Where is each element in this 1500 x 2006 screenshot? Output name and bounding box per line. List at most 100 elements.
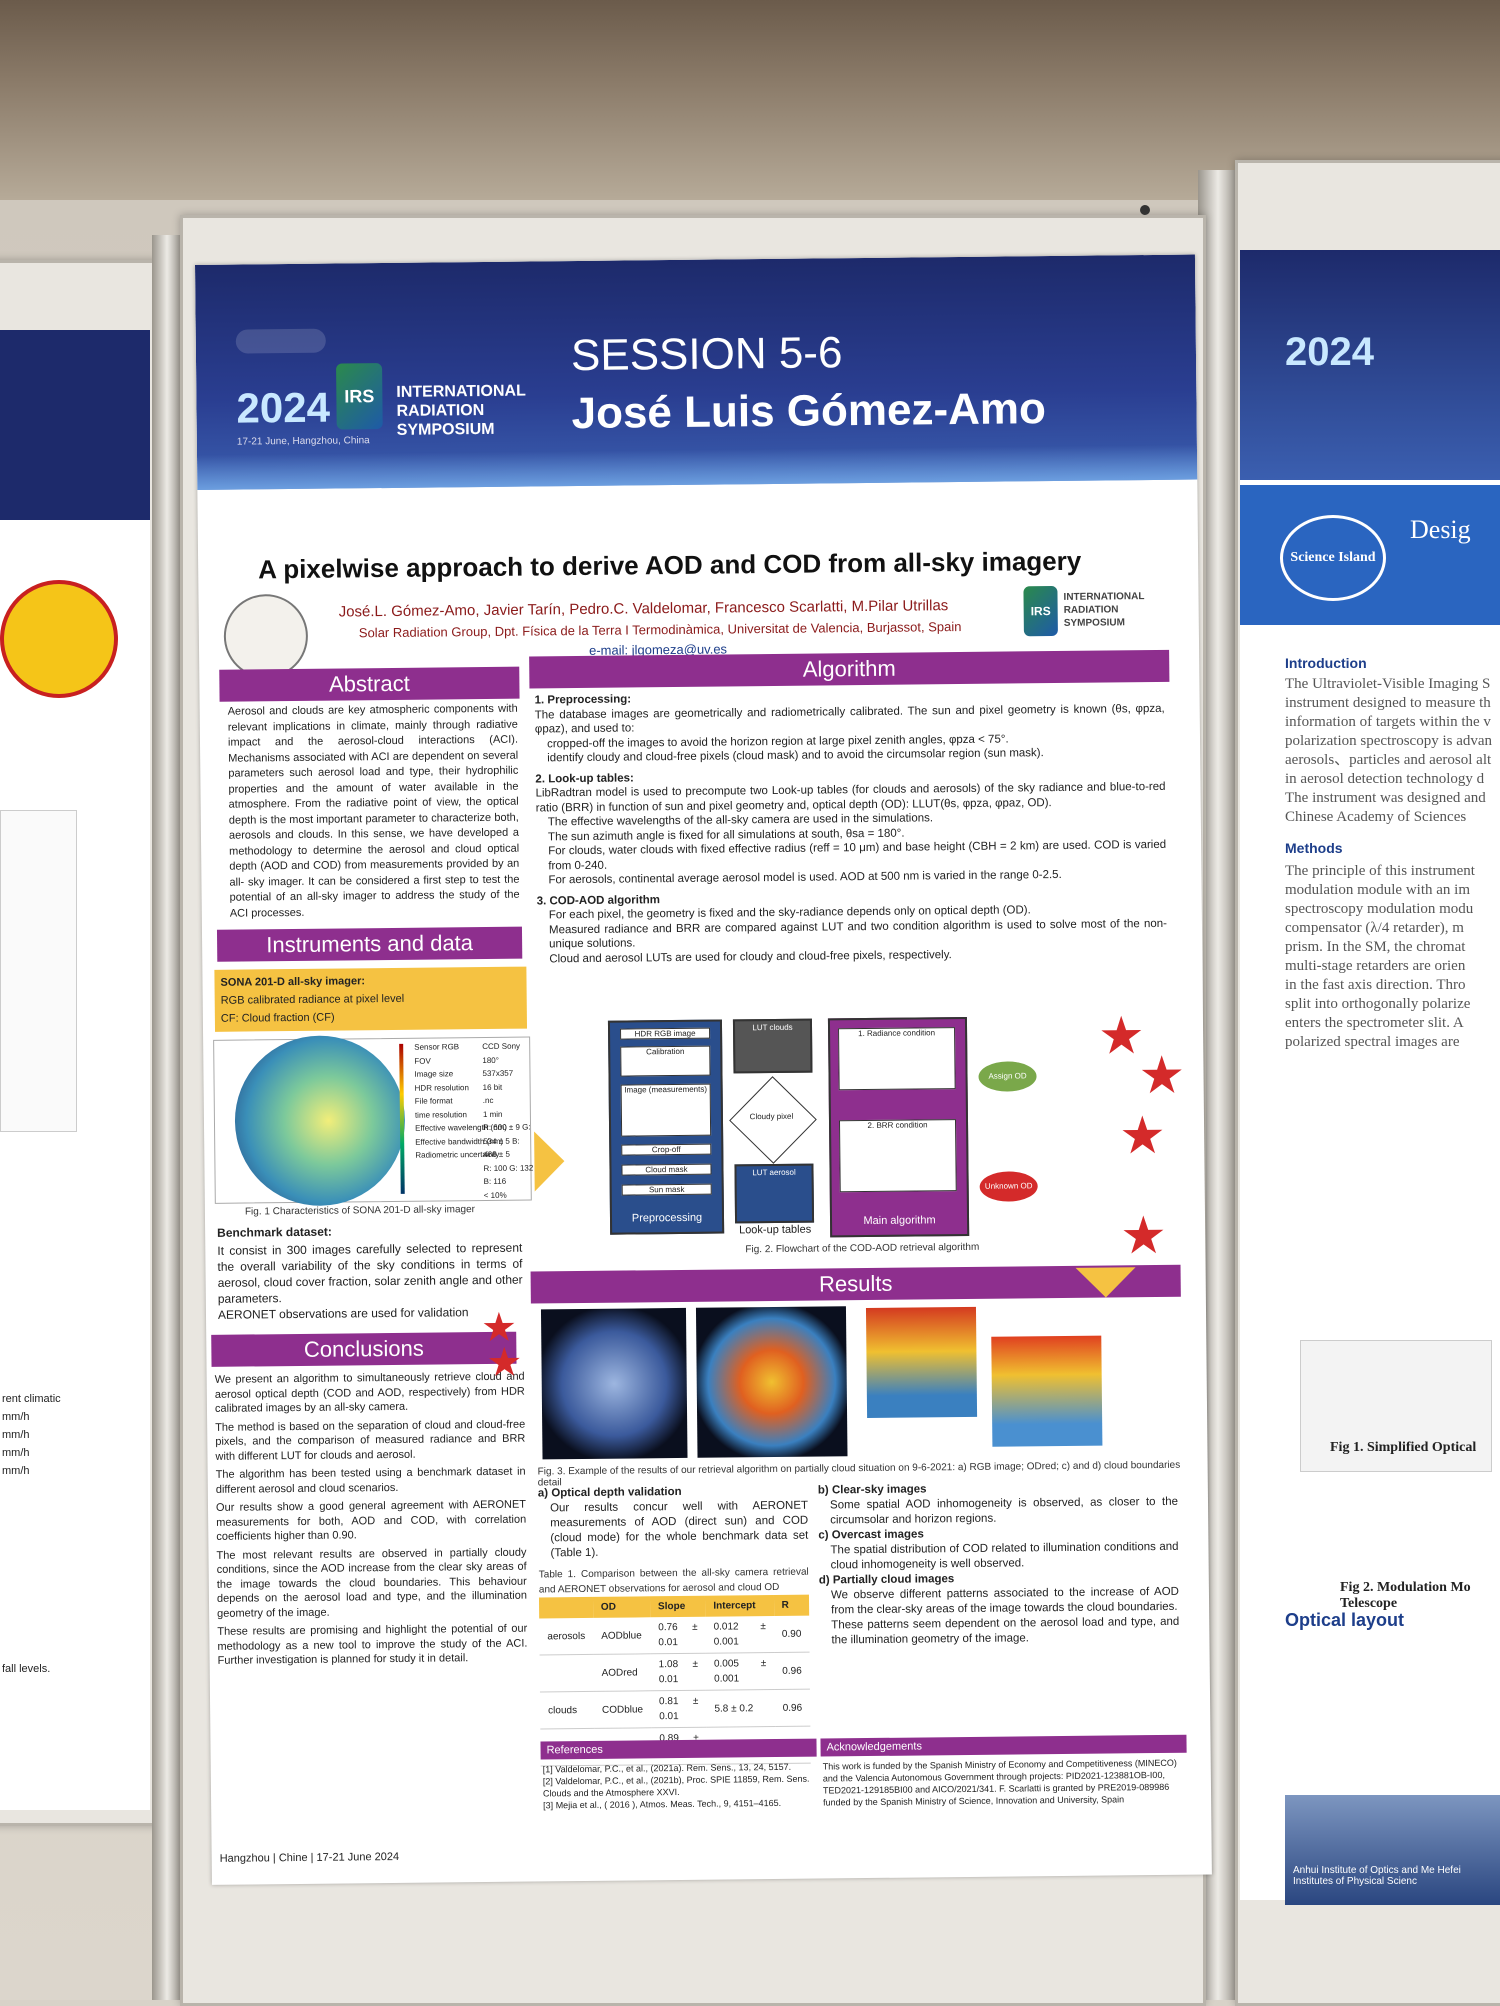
- flow-node: Sun mask: [621, 1183, 712, 1196]
- right-intro-heading: Introduction: [1285, 655, 1367, 671]
- right-footer-photo: Anhui Institute of Optics and Me Hefei I…: [1285, 1795, 1500, 1905]
- right-header: Science Island Desig: [1240, 485, 1500, 625]
- science-island-logo: Science Island: [1280, 515, 1386, 601]
- benchmark-title: Benchmark dataset:: [217, 1224, 332, 1240]
- results-a-text: Our results concur well with AERONET mea…: [549, 1499, 809, 1560]
- flow-node: Image (measurements): [620, 1083, 712, 1137]
- flow-node: LUT aerosol: [752, 1167, 796, 1178]
- results-b-text: Some spatial AOD inhomogeneity is observ…: [829, 1495, 1179, 1527]
- spec-value: .nc: [482, 1095, 494, 1106]
- spec-value: 180°: [482, 1055, 499, 1065]
- left-label: rent climatic: [2, 1393, 61, 1405]
- flow-lut-clouds: LUT clouds: [732, 1018, 813, 1074]
- conclusions-heading: Conclusions: [211, 1331, 517, 1367]
- spec-value: CCD Sony: [482, 1041, 521, 1052]
- acknowledgements-heading: Acknowledgements: [820, 1734, 1187, 1757]
- results-d-bullet: These patterns seem dependent on the aer…: [831, 1615, 1180, 1647]
- right-banner-year: 2024: [1285, 330, 1374, 374]
- board-pole: [152, 235, 182, 2000]
- conclusions-text: We present an algorithm to simultaneousl…: [215, 1370, 528, 1673]
- instrument-figure: Sensor RGB FOV Image size HDR resolution Fil…: [213, 1034, 533, 1207]
- flow-node: 1. Radiance condition: [838, 1027, 956, 1091]
- banner-year: 2024: [236, 383, 331, 432]
- right-title: Desig: [1410, 515, 1471, 544]
- right-intro-line: in aerosol detection technology d: [1285, 771, 1485, 787]
- left-label: mm/h: [2, 1465, 30, 1477]
- conclusion-paragraph: The method is based on the separation of…: [215, 1418, 526, 1463]
- right-methods-heading: Methods: [1285, 840, 1343, 856]
- flow-node: Cloudy pixel: [749, 1111, 794, 1122]
- right-methods-text: The principle of this instrument modulati…: [1285, 862, 1475, 1052]
- reference-item: [2] Valdelomar, P.C., et al., (2021b), P…: [542, 1773, 810, 1799]
- university-seal: [0, 580, 118, 698]
- right-optical-heading: Optical layout: [1285, 1610, 1405, 1630]
- left-label: mm/h: [2, 1411, 30, 1423]
- conclusion-paragraph: Our results show a good general agreemen…: [215, 1498, 527, 1543]
- benchmark-aeronet: AERONET observations are used for valida…: [217, 1305, 469, 1322]
- table-row: AODred 1.08 ± 0.01 0.005 ± 0.001 0.96: [539, 1652, 810, 1692]
- table-cell: 0.96: [774, 1652, 810, 1690]
- sponsor-logos: [235, 328, 326, 354]
- instrument-box: SONA 201-D all-sky imager: RGB calibrate…: [214, 966, 528, 1032]
- left-label: mm/h: [2, 1447, 30, 1459]
- right-fig2-caption: Fig 2. Modulation Mo Telescope: [1340, 1580, 1471, 1611]
- right-methods-line: polarized spectral images are: [1285, 1034, 1460, 1050]
- conclusion-paragraph: We present an algorithm to simultaneousl…: [214, 1370, 525, 1415]
- spec-value: R: 600 ± 9 G: 534 ± 5 B: 468 ± 5: [483, 1122, 531, 1160]
- fig1-caption: Fig. 1 Characteristics of SONA 201-D all…: [244, 1204, 476, 1218]
- star-decoration: ★: [1138, 1046, 1186, 1106]
- banner-dates: 17-21 June, Hangzhou, China: [236, 435, 370, 448]
- table-cell: clouds: [539, 1691, 595, 1729]
- irs-logo: IRS: [336, 363, 383, 430]
- all-sky-image: [234, 1034, 406, 1207]
- right-methods-line: spectroscopy modulation modu: [1285, 901, 1474, 917]
- abstract-heading: Abstract: [219, 666, 520, 702]
- flow-main: 1. Radiance condition 2. BRR condition M…: [827, 1016, 970, 1238]
- right-methods-line: The principle of this instrument: [1285, 863, 1475, 879]
- reference-item: [3] Mejia et al., ( 2016 ), Atmos. Meas.…: [543, 1797, 782, 1811]
- conclusion-paragraph: The algorithm has been tested using a be…: [215, 1465, 526, 1496]
- right-poster: 2024 Science Island Desig Introduction T…: [1240, 250, 1500, 1905]
- right-intro-line: aerosols、particles and aerosol alt: [1285, 752, 1492, 768]
- results-right: b) Clear-sky images Some spatial AOD inh…: [818, 1480, 1180, 1649]
- left-label: mm/h: [2, 1429, 30, 1441]
- right-intro-text: The Ultraviolet-Visible Imaging S instrum…: [1285, 675, 1492, 827]
- table-header-cell: Intercept: [705, 1595, 774, 1617]
- spec-value: 537x357: [482, 1068, 514, 1079]
- spec-value: < 10%: [483, 1190, 507, 1200]
- flow-preprocessing-label: Preprocessing: [631, 1211, 703, 1225]
- table-cell: CODblue: [593, 1690, 652, 1729]
- poster-title: A pixelwise approach to derive AOD and C…: [258, 545, 1082, 585]
- table-cell: 0.76 ± 0.01: [650, 1616, 706, 1654]
- flow-main-label: Main algorithm: [863, 1214, 936, 1228]
- table-header-cell: OD: [592, 1596, 651, 1618]
- screw: [1140, 205, 1150, 215]
- flow-assign-od: Assign OD: [978, 1061, 1037, 1092]
- table-cell: 0.012 ± 0.001: [705, 1616, 775, 1654]
- instrument-box-cf: CF: Cloud fraction (CF): [220, 1011, 335, 1025]
- flow-node: LUT clouds: [752, 1022, 793, 1033]
- abstract-text: Aerosol and clouds are key atmospheric c…: [227, 702, 520, 920]
- table-row: clouds CODblue 0.81 ± 0.01 5.8 ± 0.2 0.96: [539, 1689, 811, 1729]
- star-decoration: ★: [1118, 1106, 1167, 1166]
- right-methods-line: compensator (λ/4 retarder), m: [1285, 920, 1464, 936]
- table-cell: AODred: [593, 1653, 651, 1692]
- table-cell: AODblue: [593, 1617, 651, 1655]
- city-skyline: [196, 444, 1198, 490]
- star-decoration: ★: [486, 1340, 523, 1386]
- triangle-deco: [1075, 1267, 1136, 1298]
- star-decoration: ★: [1119, 1206, 1168, 1266]
- right-methods-line: enters the spectrometer slit. A: [1285, 1015, 1464, 1031]
- right-intro-line: instrument designed to measure th: [1285, 695, 1491, 711]
- table-cell: 0.96: [774, 1689, 811, 1727]
- banner-symposium: INTERNATIONAL RADIATION SYMPOSIUM: [396, 382, 526, 439]
- spec-value: 1 min: [482, 1109, 503, 1119]
- table-cell: 0.005 ± 0.001: [705, 1652, 775, 1691]
- flow-node: Crop-off: [621, 1143, 712, 1156]
- left-poster: rent climatic mm/h mm/h mm/h mm/h fall l…: [0, 330, 150, 1810]
- irs-logo-small: IRS: [1023, 585, 1058, 637]
- table-header-row: OD Slope Intercept R: [538, 1594, 810, 1619]
- rgb-image: [540, 1307, 688, 1460]
- results-d-bullet: We observe different patterns associated…: [830, 1585, 1180, 1617]
- university-seal: [223, 593, 309, 679]
